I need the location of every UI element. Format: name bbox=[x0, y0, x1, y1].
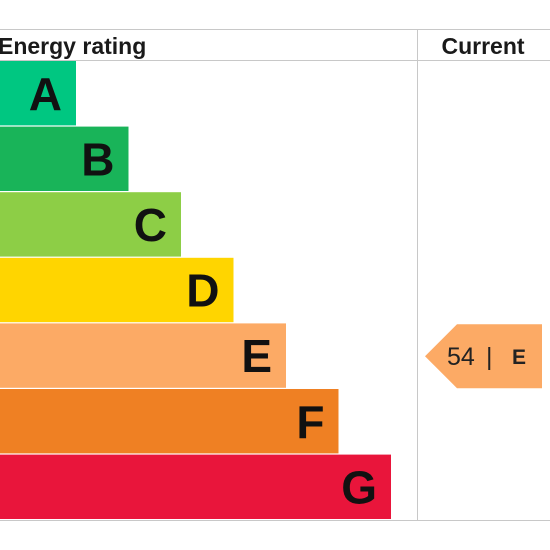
current-score: 54 bbox=[447, 343, 475, 371]
band-a-label: A bbox=[29, 68, 62, 120]
header-current: Current bbox=[441, 33, 524, 59]
band-a-bar bbox=[0, 61, 76, 126]
header-energy-rating: Energy rating bbox=[0, 33, 146, 59]
band-d-label: D bbox=[186, 265, 219, 317]
band-f-label: F bbox=[296, 396, 324, 448]
band-c-label: C bbox=[134, 199, 167, 251]
chart-grid bbox=[0, 29, 550, 521]
band-e-label: E bbox=[241, 330, 272, 382]
current-separator: | bbox=[486, 343, 493, 371]
band-d-bar bbox=[0, 257, 234, 323]
current-band-letter: E bbox=[512, 346, 526, 369]
band-f-bar bbox=[0, 389, 339, 454]
band-c-bar bbox=[0, 192, 181, 257]
band-b-label: B bbox=[81, 133, 114, 185]
band-e-bar bbox=[0, 323, 286, 388]
current-rating-marker: 54 | E bbox=[425, 324, 542, 389]
band-g-label: G bbox=[341, 461, 377, 513]
current-rating-arrow bbox=[425, 324, 542, 389]
band-b-bar bbox=[0, 126, 129, 191]
band-g-bar bbox=[0, 454, 391, 519]
